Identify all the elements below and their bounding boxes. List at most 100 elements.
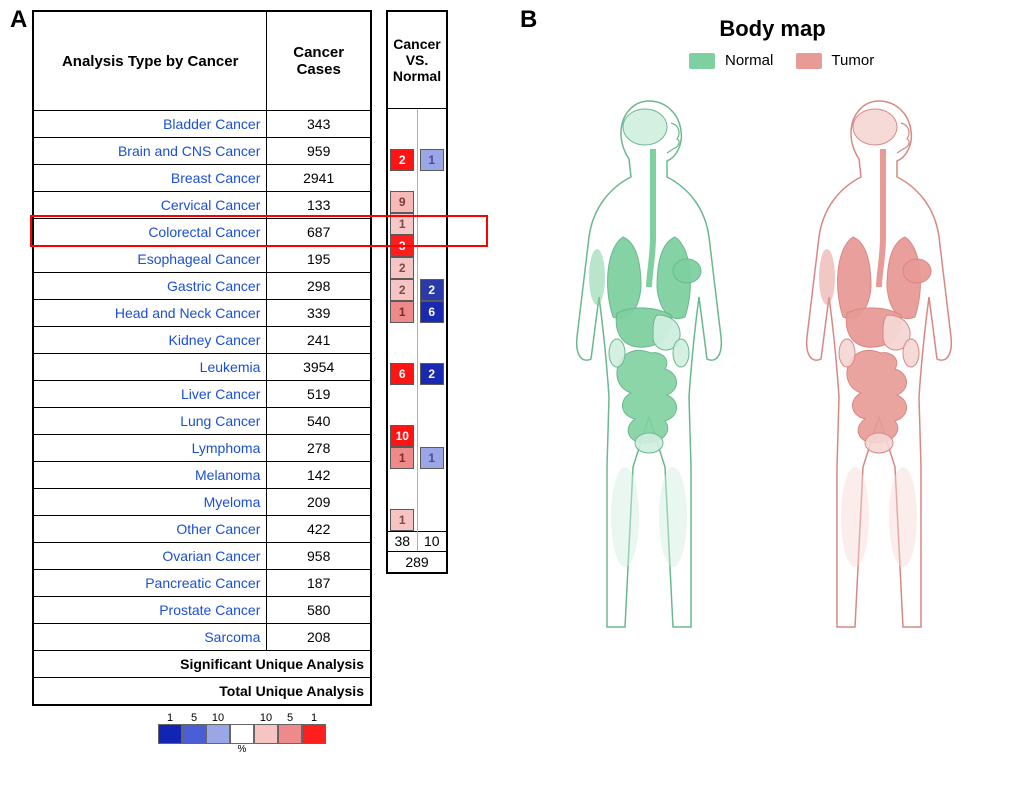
down-chip[interactable]: 1 [420,447,444,469]
cancer-name-cell[interactable]: Sarcoma [33,624,267,651]
cvn-down-cell [417,191,447,213]
figure-root: A B Analysis Type by Cancer Cancer Cases… [0,0,1020,791]
col-header-cases: Cancer Cases [267,11,371,111]
table-row: Pancreatic Cancer187 [33,570,371,597]
legend-swatch [206,724,230,744]
cvn-row [387,171,447,191]
cancer-name-cell[interactable]: Bladder Cancer [33,111,267,138]
up-chip[interactable]: 1 [390,509,414,531]
cvn-down-cell [417,129,447,149]
cases-cell: 2941 [267,165,371,192]
cvn-down-cell [417,171,447,191]
cases-cell: 298 [267,273,371,300]
down-chip[interactable]: 1 [420,149,444,171]
up-chip[interactable]: 1 [390,447,414,469]
cvn-row [387,129,447,149]
table-row: Ovarian Cancer958 [33,543,371,570]
cases-cell: 142 [267,462,371,489]
cases-cell: 343 [267,111,371,138]
cancer-name-cell[interactable]: Breast Cancer [33,165,267,192]
cvn-up-cell [387,129,417,149]
legend-swatch [254,724,278,744]
cvn-up-cell [387,109,417,129]
cancer-name-cell[interactable]: Lymphoma [33,435,267,462]
cancer-name-cell[interactable]: Gastric Cancer [33,273,267,300]
cancer-name-cell[interactable]: Prostate Cancer [33,597,267,624]
cancer-name-cell[interactable]: Esophageal Cancer [33,246,267,273]
table-row: Lung Cancer540 [33,408,371,435]
cvn-down-cell: 2 [417,279,447,301]
cancer-name-cell[interactable]: Liver Cancer [33,381,267,408]
cancer-name-cell[interactable]: Brain and CNS Cancer [33,138,267,165]
cvn-down-cell [417,343,447,363]
cvn-down-cell [417,405,447,425]
up-chip[interactable]: 2 [390,257,414,279]
table-row: Esophageal Cancer195 [33,246,371,273]
cases-cell: 687 [267,219,371,246]
down-chip[interactable]: 2 [420,279,444,301]
cancer-name-cell[interactable]: Leukemia [33,354,267,381]
cancer-name-cell[interactable]: Head and Neck Cancer [33,300,267,327]
cvn-row: 22 [387,279,447,301]
body-normal [553,87,763,647]
legend-swatch-normal [689,53,715,69]
cvn-header: Cancer VS. Normal [387,11,447,109]
cases-cell: 958 [267,543,371,570]
cvn-up-cell [387,171,417,191]
legend-label-tumor: Tumor [831,52,874,69]
up-chip[interactable]: 2 [390,279,414,301]
cancer-name-cell[interactable]: Kidney Cancer [33,327,267,354]
cvn-row: 21 [387,149,447,171]
table-row: Lymphoma278 [33,435,371,462]
cvn-up-cell [387,385,417,405]
cancer-name-cell[interactable]: Cervical Cancer [33,192,267,219]
legend-tick-label: 10 [206,712,230,724]
cvn-down-cell [417,257,447,279]
legend-swatch [278,724,302,744]
cvn-up-cell: 1 [387,447,417,469]
cvn-down-cell [417,109,447,129]
cases-cell: 208 [267,624,371,651]
up-chip[interactable]: 10 [390,425,414,447]
up-chip[interactable]: 6 [390,363,414,385]
cvn-down-cell [417,235,447,257]
cvn-row [387,469,447,489]
cancer-name-cell[interactable]: Other Cancer [33,516,267,543]
cvn-up-cell: 1 [387,509,417,532]
up-chip[interactable]: 1 [390,213,414,235]
legend-tick-label [230,712,254,724]
up-chip[interactable]: 1 [390,301,414,323]
cases-cell: 959 [267,138,371,165]
cvn-row [387,489,447,509]
cvn-up-cell [387,343,417,363]
cvn-up-cell: 2 [387,279,417,301]
cancer-name-cell[interactable]: Ovarian Cancer [33,543,267,570]
up-chip[interactable]: 3 [390,235,414,257]
cvn-up-cell: 6 [387,363,417,385]
cancer-name-cell[interactable]: Pancreatic Cancer [33,570,267,597]
cancer-name-cell[interactable]: Colorectal Cancer [33,219,267,246]
cvn-row: 16 [387,301,447,323]
bodymap-bodies [545,87,1000,647]
cvn-up-cell: 9 [387,191,417,213]
up-chip[interactable]: 2 [390,149,414,171]
down-chip[interactable]: 2 [420,363,444,385]
cancer-name-cell[interactable]: Myeloma [33,489,267,516]
cvn-header-l1: Cancer [393,36,440,52]
cvn-row [387,385,447,405]
cancer-name-cell[interactable]: Lung Cancer [33,408,267,435]
cvn-down-cell [417,385,447,405]
cvn-down-cell: 1 [417,447,447,469]
cancer-name-cell[interactable]: Melanoma [33,462,267,489]
body-tumor [783,87,993,647]
cases-cell: 422 [267,516,371,543]
cvn-down-cell [417,323,447,343]
up-chip[interactable]: 9 [390,191,414,213]
cvn-up-cell: 3 [387,235,417,257]
table-row: Other Cancer422 [33,516,371,543]
cvn-up-cell: 1 [387,213,417,235]
total-unique-value: 289 [387,551,447,573]
down-chip[interactable]: 6 [420,301,444,323]
cvn-down-cell: 2 [417,363,447,385]
cases-cell: 3954 [267,354,371,381]
